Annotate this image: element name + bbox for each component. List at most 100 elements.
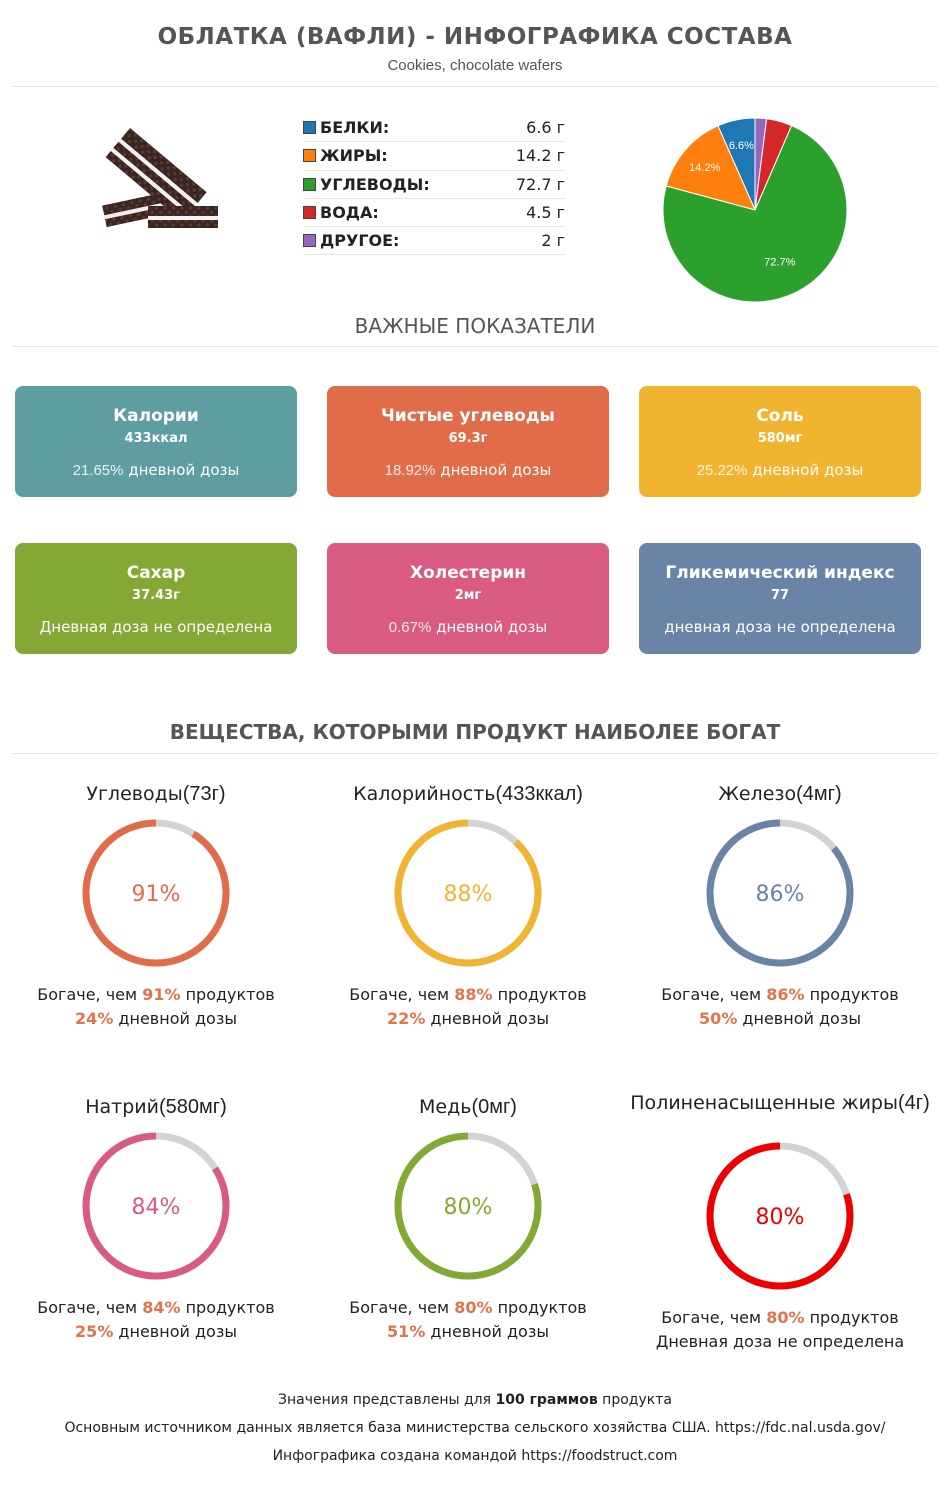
ring-richer-line: Богаче, чем 84% продуктов <box>6 1298 306 1317</box>
card-value: 69.3г <box>448 431 488 446</box>
card-value: 77 <box>770 588 790 603</box>
ring-text: Богаче, чем <box>661 985 767 1004</box>
nutrient-ring-block: Медь(0мг) 80% Богаче, чем 80% продуктов 51%… <box>318 1096 618 1341</box>
card-title: Соль <box>756 406 804 426</box>
ring-chart: 88% <box>394 819 542 967</box>
ring-richer-line: Богаче, чем 80% продуктов <box>318 1298 618 1317</box>
page-subtitle: Cookies, chocolate wafers <box>387 57 563 74</box>
legend-swatch <box>303 177 316 191</box>
ring-progress <box>82 1132 230 1280</box>
ring-progress <box>706 819 854 967</box>
indicator-card: Гликемический индекс 77 дневная доза не оп… <box>639 543 921 654</box>
macro-value: 2 г <box>541 231 565 251</box>
nutrient-ring-block: Полиненасыщенные жиры(4г) 80% Богаче, чем … <box>630 1093 930 1351</box>
ring-daily-pct: 25% <box>75 1322 114 1341</box>
ring-progress <box>82 819 230 967</box>
indicator-card: Чистые углеводы 69.3г 18.92% дневной дозы <box>327 386 609 497</box>
ring-nutrient-name: Калорийность <box>353 783 496 805</box>
ring-text: дневной дозы <box>113 1009 237 1028</box>
ring-amount: (580мг) <box>159 1096 227 1118</box>
ring-richer-line: Богаче, чем 86% продуктов <box>630 985 930 1004</box>
divider <box>12 753 938 754</box>
macro-pie-chart: 6.6% 14.2% 72.7% <box>662 117 848 303</box>
section-title-important: ВАЖНЫЕ ПОКАЗАТЕЛИ <box>354 314 596 338</box>
ring-progress <box>706 1142 854 1290</box>
ring-nutrient-name: Полиненасыщенные жиры <box>630 1092 898 1114</box>
ring-amount: (0мг) <box>471 1096 517 1118</box>
macro-value: 14.2 г <box>515 146 565 166</box>
macro-row: УГЛЕВОДЫ: 72.7 г <box>303 171 565 199</box>
ring-text: продуктов <box>180 1298 275 1317</box>
card-daily-text: дневной дозы <box>431 618 548 636</box>
ring-percent-label: 88% <box>444 882 493 907</box>
divider <box>12 346 938 347</box>
card-daily-pct: 18.92% <box>384 462 436 479</box>
ring-percent-label: 80% <box>444 1195 493 1220</box>
ring-percent-label: 80% <box>756 1205 805 1230</box>
pie-slice <box>665 125 756 211</box>
page-title: ОБЛАТКА (ВАФЛИ) - ИНФОГРАФИКА СОСТАВА <box>157 24 793 50</box>
ring-title: Полиненасыщенные жиры(4г) <box>630 1093 930 1122</box>
card-title: Холестерин <box>409 563 527 583</box>
legend-swatch <box>303 234 316 248</box>
ring-chart: 86% <box>706 819 854 967</box>
ring-richer-pct: 91% <box>142 985 181 1004</box>
footer-bold: 100 граммов <box>495 1392 598 1408</box>
legend-swatch <box>303 206 316 220</box>
ring-text: продуктов <box>492 1298 587 1317</box>
ring-daily-pct: 51% <box>387 1322 426 1341</box>
ring-daily-pct: 50% <box>699 1009 738 1028</box>
ring-richer-line: Богаче, чем 91% продуктов <box>6 985 306 1004</box>
ring-text: Богаче, чем <box>37 1298 143 1317</box>
ring-amount: (4г) <box>897 1092 930 1114</box>
pie-slice <box>754 117 768 211</box>
card-daily-pct: 21.65% <box>72 462 124 479</box>
footer-text: продукта <box>597 1392 672 1408</box>
card-daily-text: дневной дозы <box>747 461 864 479</box>
macro-label: ЖИРЫ: <box>320 146 388 166</box>
ring-richer-line: Богаче, чем 80% продуктов <box>630 1308 930 1327</box>
macro-value: 72.7 г <box>515 174 565 194</box>
ring-text: дневной дозы <box>425 1322 549 1341</box>
footer-line-1: Значения представлены для 100 граммов пр… <box>0 1392 950 1408</box>
card-value: 580мг <box>757 431 803 446</box>
nutrient-ring-block: Калорийность(433ккал) 88% Богаче, чем 88% … <box>318 783 618 1028</box>
ring-daily-line: 24% дневной дозы <box>6 1009 306 1028</box>
card-title: Гликемический индекс <box>665 563 895 583</box>
card-daily-text: дневная доза не определена <box>664 618 896 636</box>
ring-text: дневной дозы <box>425 1009 549 1028</box>
pie-slice <box>662 124 848 303</box>
card-daily: 0.67% дневной дозы <box>327 618 609 636</box>
card-title: Калории <box>113 406 199 426</box>
macro-value: 6.6 г <box>526 118 565 138</box>
ring-chart: 91% <box>82 819 230 967</box>
ring-daily-line: 22% дневной дозы <box>318 1009 618 1028</box>
footer-text: Значения представлены для <box>278 1392 496 1408</box>
ring-daily-line: 25% дневной дозы <box>6 1322 306 1341</box>
card-value: 37.43г <box>132 588 180 603</box>
ring-richer-pct: 86% <box>766 985 805 1004</box>
card-daily: 18.92% дневной дозы <box>327 461 609 479</box>
ring-title: Медь(0мг) <box>318 1096 618 1122</box>
card-value: 2мг <box>454 588 482 603</box>
nutrient-ring-block: Железо(4мг) 86% Богаче, чем 86% продуктов 5… <box>630 783 930 1028</box>
macro-value: 4.5 г <box>526 203 565 223</box>
ring-text: дневной дозы <box>737 1009 861 1028</box>
legend-swatch <box>303 149 316 163</box>
indicator-card: Калории 433ккал 21.65% дневной дозы <box>15 386 297 497</box>
macro-row: ВОДА: 4.5 г <box>303 199 565 228</box>
ring-text: дневной дозы <box>113 1322 237 1341</box>
macro-label: ДРУГОЕ: <box>320 231 400 251</box>
card-daily-pct: 25.22% <box>696 462 748 479</box>
ring-amount: (73г) <box>182 783 226 805</box>
pie-slice-label: 72.7% <box>764 256 795 268</box>
macro-table: БЕЛКИ: 6.6 г ЖИРЫ: 14.2 г УГЛЕВОДЫ: 72.7 г ВОД… <box>303 114 565 256</box>
ring-title: Калорийность(433ккал) <box>318 783 618 809</box>
ring-text: продуктов <box>492 985 587 1004</box>
indicator-card: Холестерин 2мг 0.67% дневной дозы <box>327 543 609 654</box>
ring-daily-line: 51% дневной дозы <box>318 1322 618 1341</box>
card-daily: Дневная доза не определена <box>15 618 297 636</box>
ring-percent-label: 86% <box>756 882 805 907</box>
ring-chart: 80% <box>394 1132 542 1280</box>
ring-amount: (433ккал) <box>495 783 583 805</box>
